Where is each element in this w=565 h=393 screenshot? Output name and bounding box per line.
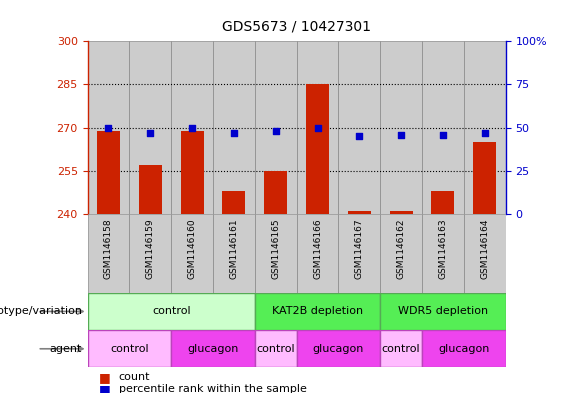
Text: control: control <box>152 307 190 316</box>
Text: agent: agent <box>50 344 82 354</box>
Text: GDS5673 / 10427301: GDS5673 / 10427301 <box>222 19 371 33</box>
Bar <box>432 191 454 214</box>
Bar <box>88 214 129 293</box>
Bar <box>129 214 171 293</box>
Text: GSM1146166: GSM1146166 <box>313 218 322 279</box>
Text: GSM1146167: GSM1146167 <box>355 218 364 279</box>
Bar <box>390 211 412 214</box>
Text: percentile rank within the sample: percentile rank within the sample <box>119 384 307 393</box>
Text: WDR5 depletion: WDR5 depletion <box>398 307 488 316</box>
Text: control: control <box>110 344 149 354</box>
Text: count: count <box>119 372 150 382</box>
Bar <box>338 214 380 293</box>
Bar <box>380 330 422 367</box>
Text: control: control <box>382 344 420 354</box>
Text: glucagon: glucagon <box>438 344 489 354</box>
Bar <box>255 41 297 214</box>
Bar <box>139 165 162 214</box>
Bar <box>181 130 203 214</box>
Bar <box>380 293 506 330</box>
Text: glucagon: glucagon <box>188 344 238 354</box>
Text: GSM1146158: GSM1146158 <box>104 218 113 279</box>
Bar <box>380 41 422 214</box>
Text: GSM1146159: GSM1146159 <box>146 218 155 279</box>
Text: ■: ■ <box>99 382 111 393</box>
Bar <box>255 330 297 367</box>
Bar <box>255 214 297 293</box>
Text: genotype/variation: genotype/variation <box>0 307 82 316</box>
Point <box>188 125 197 131</box>
Bar <box>171 330 255 367</box>
Bar <box>213 214 255 293</box>
Bar <box>171 41 213 214</box>
Point <box>146 130 155 136</box>
Bar <box>97 130 120 214</box>
Bar <box>213 41 255 214</box>
Bar <box>348 211 371 214</box>
Bar <box>464 41 506 214</box>
Bar <box>297 330 380 367</box>
Bar <box>380 214 422 293</box>
Bar <box>338 41 380 214</box>
Text: GSM1146164: GSM1146164 <box>480 218 489 279</box>
Bar <box>255 293 380 330</box>
Bar <box>88 41 129 214</box>
Bar <box>264 171 287 214</box>
Text: GSM1146161: GSM1146161 <box>229 218 238 279</box>
Bar <box>422 214 464 293</box>
Bar <box>223 191 245 214</box>
Text: KAT2B depletion: KAT2B depletion <box>272 307 363 316</box>
Bar <box>88 330 171 367</box>
Text: ■: ■ <box>99 371 111 384</box>
Bar <box>297 214 338 293</box>
Bar <box>88 293 255 330</box>
Point <box>104 125 113 131</box>
Point <box>355 133 364 140</box>
Text: GSM1146165: GSM1146165 <box>271 218 280 279</box>
Text: control: control <box>257 344 295 354</box>
Text: GSM1146160: GSM1146160 <box>188 218 197 279</box>
Text: GSM1146163: GSM1146163 <box>438 218 447 279</box>
Point <box>397 132 406 138</box>
Point <box>229 130 238 136</box>
Bar <box>473 142 496 214</box>
Bar <box>129 41 171 214</box>
Bar <box>422 330 506 367</box>
Text: glucagon: glucagon <box>313 344 364 354</box>
Text: GSM1146162: GSM1146162 <box>397 218 406 279</box>
Bar <box>422 41 464 214</box>
Bar <box>306 84 329 214</box>
Point <box>438 132 447 138</box>
Bar <box>171 214 213 293</box>
Bar <box>297 41 338 214</box>
Bar <box>464 214 506 293</box>
Point <box>271 128 280 134</box>
Point <box>480 130 489 136</box>
Point <box>313 125 322 131</box>
